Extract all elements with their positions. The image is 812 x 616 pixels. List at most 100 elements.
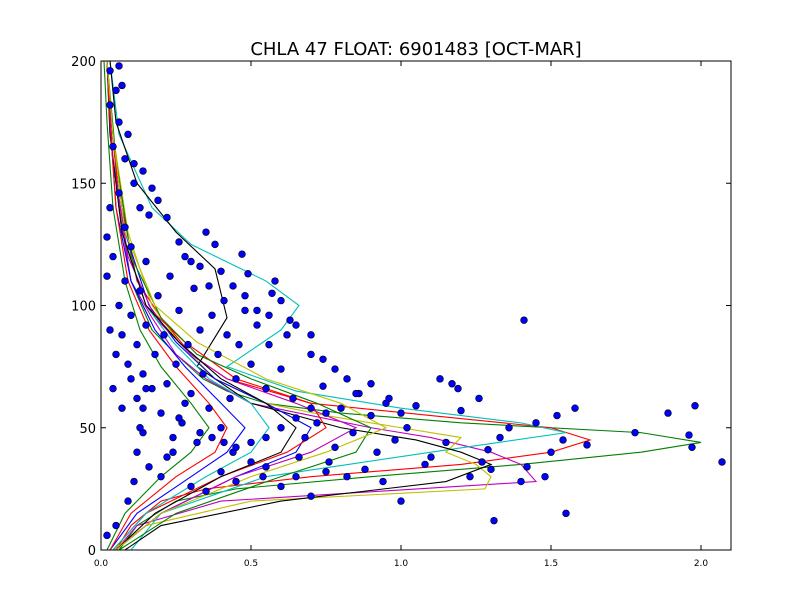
data-point bbox=[295, 453, 303, 461]
data-point bbox=[505, 424, 513, 432]
data-point bbox=[265, 340, 273, 349]
data-point bbox=[115, 118, 123, 126]
data-point bbox=[169, 448, 177, 456]
data-point bbox=[343, 375, 351, 383]
data-point bbox=[187, 257, 195, 266]
data-point bbox=[436, 375, 444, 383]
data-point bbox=[223, 331, 231, 339]
data-point bbox=[685, 431, 693, 439]
data-point bbox=[331, 443, 339, 452]
data-point bbox=[172, 360, 180, 368]
data-point bbox=[478, 458, 486, 466]
data-point bbox=[196, 262, 204, 271]
profile-line bbox=[109, 60, 567, 551]
data-point bbox=[106, 67, 114, 75]
data-point bbox=[109, 142, 117, 151]
data-point bbox=[103, 531, 111, 540]
data-point bbox=[523, 463, 531, 471]
data-point bbox=[139, 404, 147, 412]
y-tick-label: 150 bbox=[71, 177, 96, 192]
data-point bbox=[118, 81, 126, 90]
data-point bbox=[214, 350, 222, 359]
data-point bbox=[103, 272, 111, 280]
data-point bbox=[124, 130, 132, 139]
data-point bbox=[199, 370, 207, 378]
data-point bbox=[211, 240, 219, 249]
data-point bbox=[583, 441, 591, 449]
data-point bbox=[157, 409, 165, 417]
data-point bbox=[244, 270, 252, 278]
data-point bbox=[133, 340, 141, 349]
data-point bbox=[154, 292, 162, 300]
data-point bbox=[121, 155, 129, 163]
data-point bbox=[130, 477, 138, 486]
data-point bbox=[118, 404, 126, 412]
data-point bbox=[277, 424, 285, 432]
data-point bbox=[307, 492, 315, 500]
data-point bbox=[265, 311, 273, 319]
data-point bbox=[229, 282, 237, 290]
data-point bbox=[337, 404, 345, 412]
data-point bbox=[115, 301, 123, 310]
data-point bbox=[133, 448, 141, 456]
data-point bbox=[175, 238, 183, 246]
data-point bbox=[112, 521, 120, 530]
data-point bbox=[247, 438, 255, 447]
data-point bbox=[283, 331, 291, 339]
data-point bbox=[163, 380, 171, 388]
data-point bbox=[109, 252, 117, 261]
profile-lines bbox=[103, 60, 702, 551]
data-point bbox=[241, 306, 249, 315]
data-point bbox=[160, 331, 168, 339]
data-points bbox=[103, 62, 726, 540]
data-point bbox=[142, 321, 150, 329]
y-tick-label: 200 bbox=[71, 55, 96, 70]
data-point bbox=[148, 184, 156, 192]
data-point bbox=[277, 296, 285, 305]
data-point bbox=[487, 465, 495, 474]
data-point bbox=[106, 326, 114, 334]
data-point bbox=[343, 472, 351, 481]
data-point bbox=[532, 419, 540, 427]
x-tick-label: 0.5 bbox=[244, 559, 258, 569]
data-point bbox=[232, 375, 240, 383]
data-point bbox=[397, 409, 405, 417]
data-point bbox=[292, 472, 300, 481]
data-point bbox=[325, 458, 333, 466]
data-point bbox=[361, 465, 369, 474]
data-point bbox=[118, 331, 126, 339]
data-point bbox=[121, 223, 129, 231]
data-point bbox=[193, 438, 201, 447]
data-point bbox=[301, 433, 309, 442]
data-point bbox=[136, 424, 144, 432]
data-point bbox=[547, 448, 555, 456]
axes: 0.0 0.5 1.0 1.5 2.0 0 50 100 150 200 bbox=[71, 55, 731, 569]
data-point bbox=[247, 360, 255, 368]
data-point bbox=[136, 204, 144, 212]
data-point bbox=[136, 287, 144, 295]
data-point bbox=[142, 257, 150, 266]
data-point bbox=[139, 167, 147, 175]
data-point bbox=[205, 404, 213, 412]
profile-line bbox=[103, 60, 210, 551]
data-point bbox=[520, 316, 528, 324]
data-point bbox=[208, 433, 216, 442]
data-point bbox=[169, 433, 177, 442]
profile-line bbox=[109, 60, 493, 551]
profile-line bbox=[106, 60, 538, 551]
plot-frame bbox=[100, 60, 732, 551]
data-point bbox=[133, 394, 141, 403]
data-point bbox=[127, 243, 135, 251]
data-point bbox=[397, 497, 405, 505]
x-tick-label: 0.0 bbox=[94, 559, 109, 569]
data-point bbox=[379, 477, 387, 486]
data-point bbox=[367, 380, 375, 388]
data-point bbox=[253, 321, 261, 329]
data-point bbox=[106, 204, 114, 212]
data-point bbox=[217, 468, 225, 476]
data-point bbox=[382, 399, 390, 407]
data-point bbox=[127, 311, 135, 319]
data-point bbox=[496, 433, 504, 442]
data-point bbox=[184, 340, 192, 349]
